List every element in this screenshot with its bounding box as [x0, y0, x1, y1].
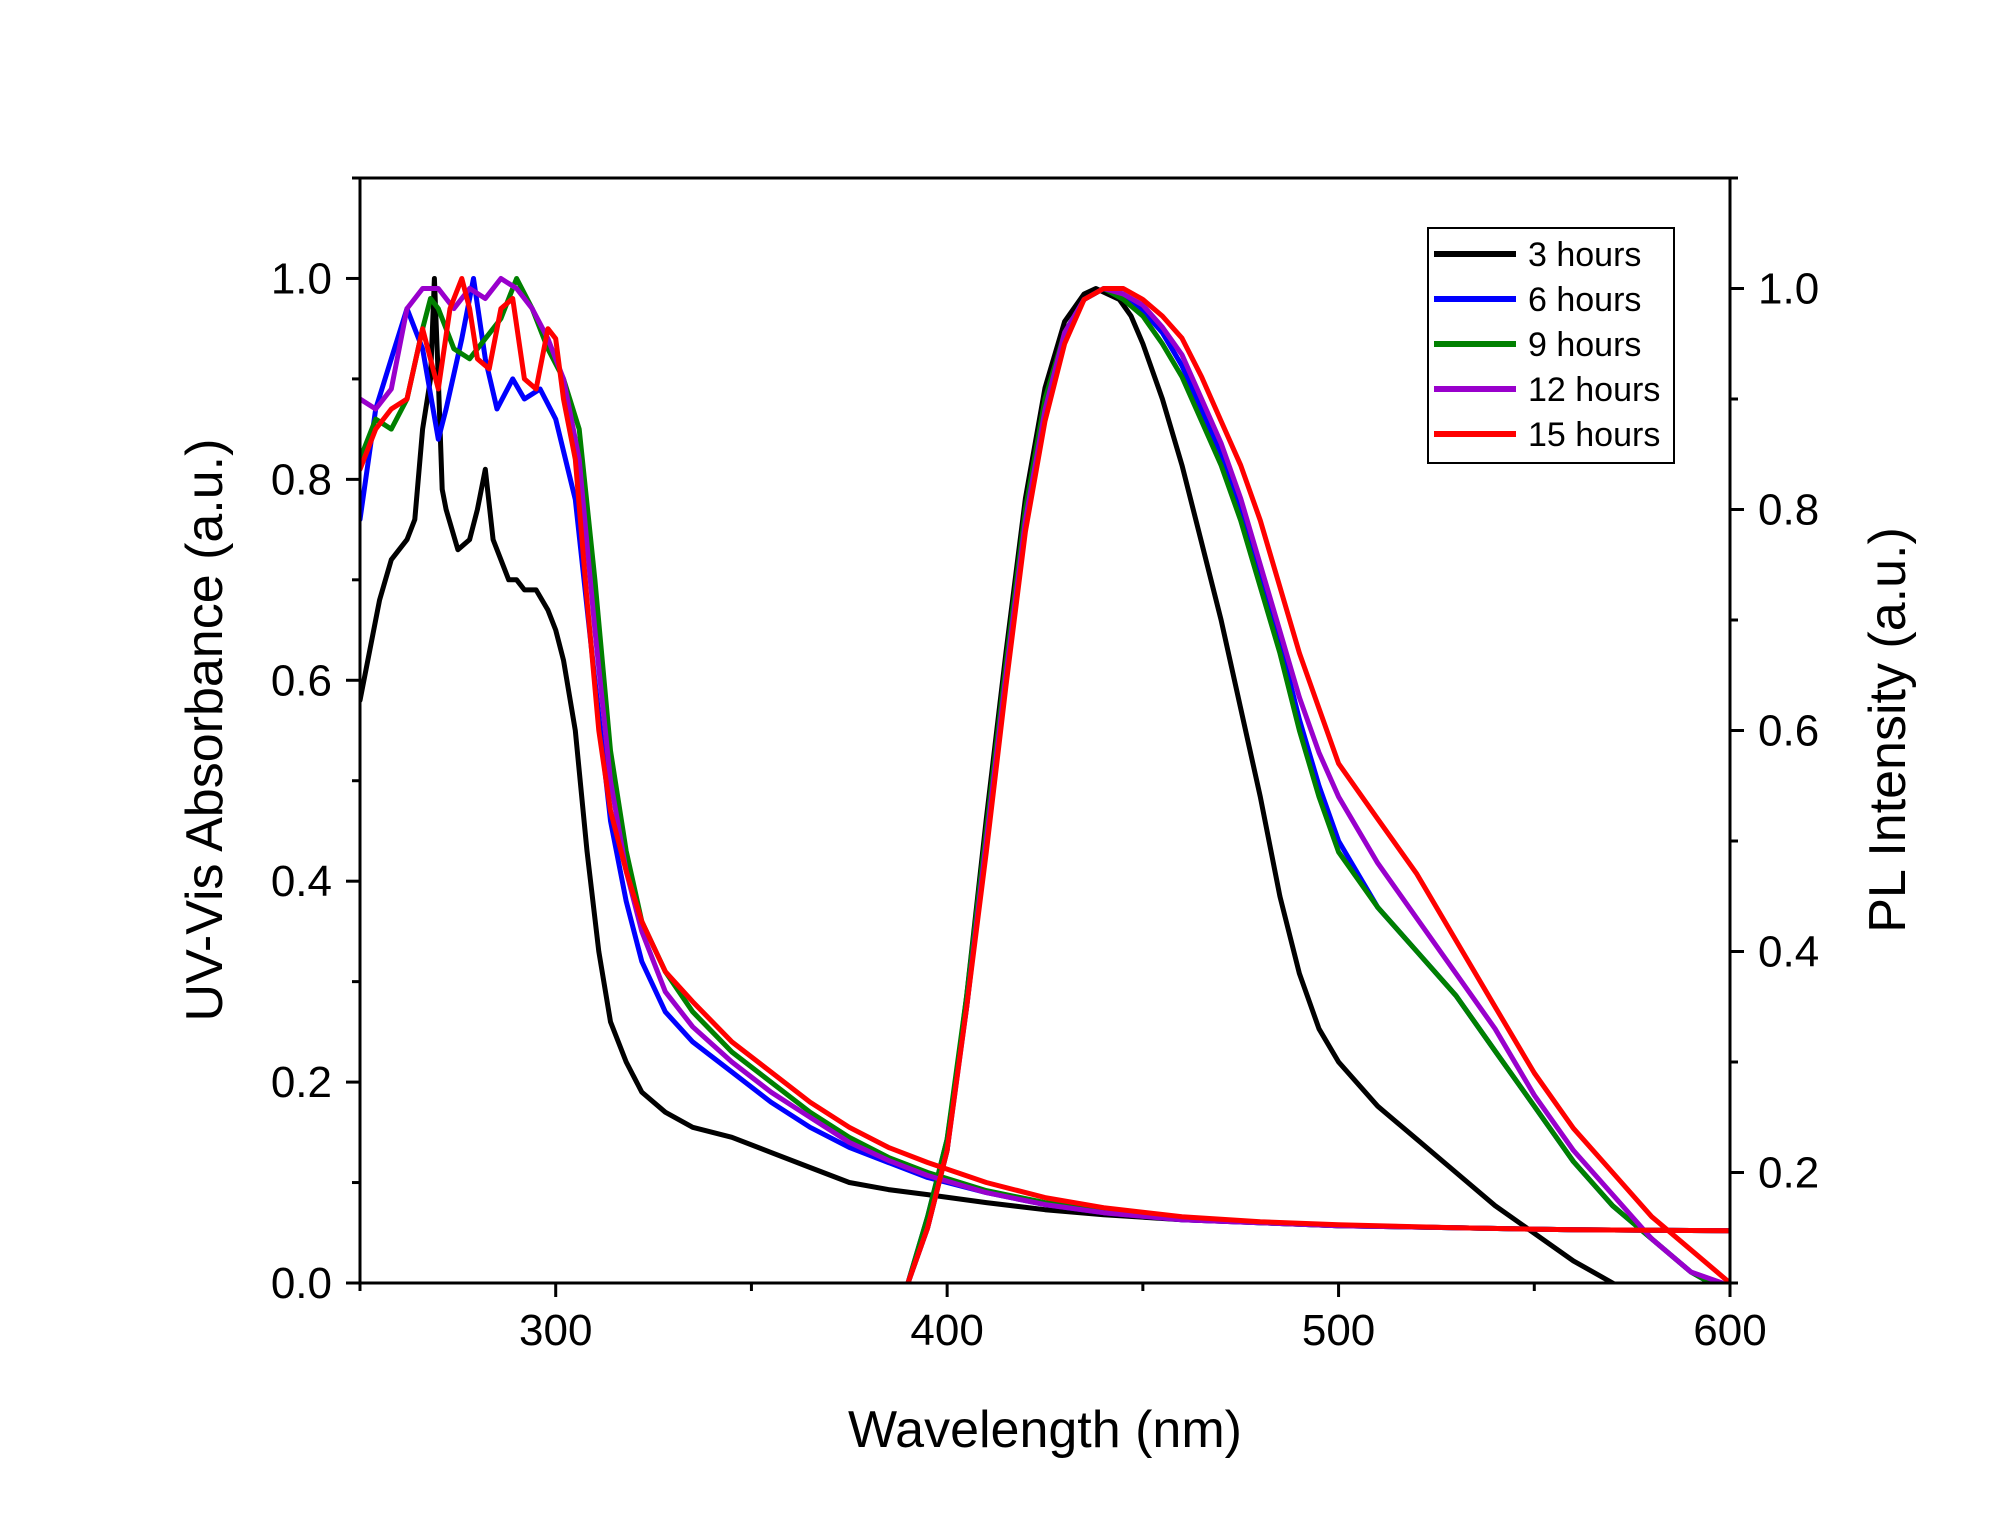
- absorbance-line-15-hours: [360, 276, 1730, 1234]
- x-tick-label: 300: [519, 1306, 592, 1355]
- series-layer: [360, 276, 1730, 1283]
- y-right-tick-label: 0.4: [1758, 928, 1819, 977]
- y-left-tick-label: 1.0: [271, 254, 332, 303]
- y-right-tick-label: 0.8: [1758, 486, 1819, 535]
- legend-label: 6 hours: [1528, 281, 1641, 319]
- x-axis-title: Wavelength (nm): [848, 1401, 1242, 1459]
- absorbance-line-3-hours: [360, 276, 1730, 1234]
- axes-layer: 300 400 500 600 0.0 0.2 0.4 0.6 0.8 1.0 0.2 0.4 0.6 0…: [271, 176, 1819, 1355]
- y-left-tick-label: 0.4: [271, 857, 332, 906]
- x-tick-label: 500: [1302, 1306, 1375, 1355]
- y-axis-right-title: PL Intensity (a.u.): [1859, 527, 1917, 933]
- y-left-tick-label: 0.0: [271, 1259, 332, 1308]
- y-left-tick-label: 0.2: [271, 1058, 332, 1107]
- y-axis-left-title: UV-Vis Absorbance (a.u.): [176, 439, 234, 1022]
- legend-label: 15 hours: [1528, 416, 1660, 454]
- legend-label: 9 hours: [1528, 326, 1641, 364]
- legend: 3 hours 6 hours 9 hours 12 hours 15 hours: [1427, 227, 1675, 464]
- legend-label: 12 hours: [1528, 371, 1660, 409]
- pl-line-15-hours: [905, 286, 1730, 1283]
- x-tick-label: 600: [1693, 1306, 1766, 1355]
- y-left-tick-label: 0.8: [271, 455, 332, 504]
- y-right-tick-label: 0.6: [1758, 707, 1819, 756]
- y-right-tick-label: 1.0: [1758, 265, 1819, 314]
- legend-label: 3 hours: [1528, 236, 1641, 274]
- y-left-tick-label: 0.6: [271, 656, 332, 705]
- y-right-tick-label: 0.2: [1758, 1149, 1819, 1198]
- x-tick-label: 400: [910, 1306, 983, 1355]
